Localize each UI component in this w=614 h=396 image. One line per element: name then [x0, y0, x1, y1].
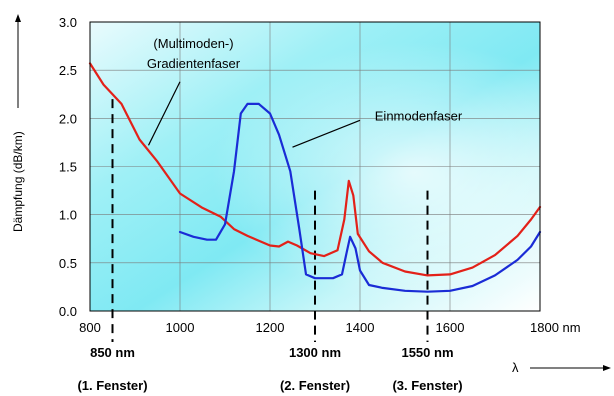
- x-axis-label: λ: [512, 360, 519, 375]
- x-tick-label: 1000: [166, 320, 195, 335]
- annotations: (Multimoden-) Gradientenfaser Einmodenfase…: [147, 36, 463, 148]
- y-tick-label: 2.0: [59, 111, 77, 126]
- series-lines: [88, 62, 542, 293]
- x-axis-arrow-head: [603, 365, 611, 371]
- series-line: [178, 102, 542, 293]
- annotation-label: Gradientenfaser: [147, 56, 241, 71]
- y-tick-label: 2.5: [59, 63, 77, 78]
- annotation-label: (Multimoden-): [153, 36, 233, 51]
- tick-labels: 0.0 0.5 1.0 1.5 2.0 2.5 3.0 800 1000 1200 1400 1600…: [59, 15, 581, 335]
- y-tick-label: 3.0: [59, 15, 77, 30]
- x-tick-label: 1600: [436, 320, 465, 335]
- y-tick-label: 0.5: [59, 256, 77, 271]
- x-tick-label: 1200: [256, 320, 285, 335]
- x-axis-label-group: λ: [512, 360, 611, 375]
- plot-frame: [89, 21, 541, 312]
- annotation-leader: [147, 81, 181, 146]
- window-markers: 850 nm (1. Fenster) 1300 nm (2. Fenster) 155…: [77, 99, 463, 393]
- series-line: [88, 62, 542, 277]
- window-label: 1300 nm: [289, 345, 341, 360]
- grid: [90, 22, 540, 311]
- window-label: 850 nm: [90, 345, 135, 360]
- y-axis-label: Dämpfung (dB/km): [11, 131, 25, 232]
- x-tick-label: 1800 nm: [530, 320, 581, 335]
- window-sub-label: (1. Fenster): [77, 378, 147, 393]
- y-tick-label: 1.0: [59, 208, 77, 223]
- y-axis-arrow-head: [15, 14, 21, 22]
- window-sub-label: (3. Fenster): [392, 378, 462, 393]
- y-tick-label: 0.0: [59, 304, 77, 319]
- annotation-label: Einmodenfaser: [375, 108, 463, 123]
- annotation-leader: [292, 119, 361, 148]
- window-sub-label: (2. Fenster): [280, 378, 350, 393]
- x-tick-label: 1400: [346, 320, 375, 335]
- y-axis-label-group: Dämpfung (dB/km): [11, 14, 25, 232]
- y-tick-label: 1.5: [59, 160, 77, 175]
- window-label: 1550 nm: [401, 345, 453, 360]
- x-tick-label: 800: [79, 320, 101, 335]
